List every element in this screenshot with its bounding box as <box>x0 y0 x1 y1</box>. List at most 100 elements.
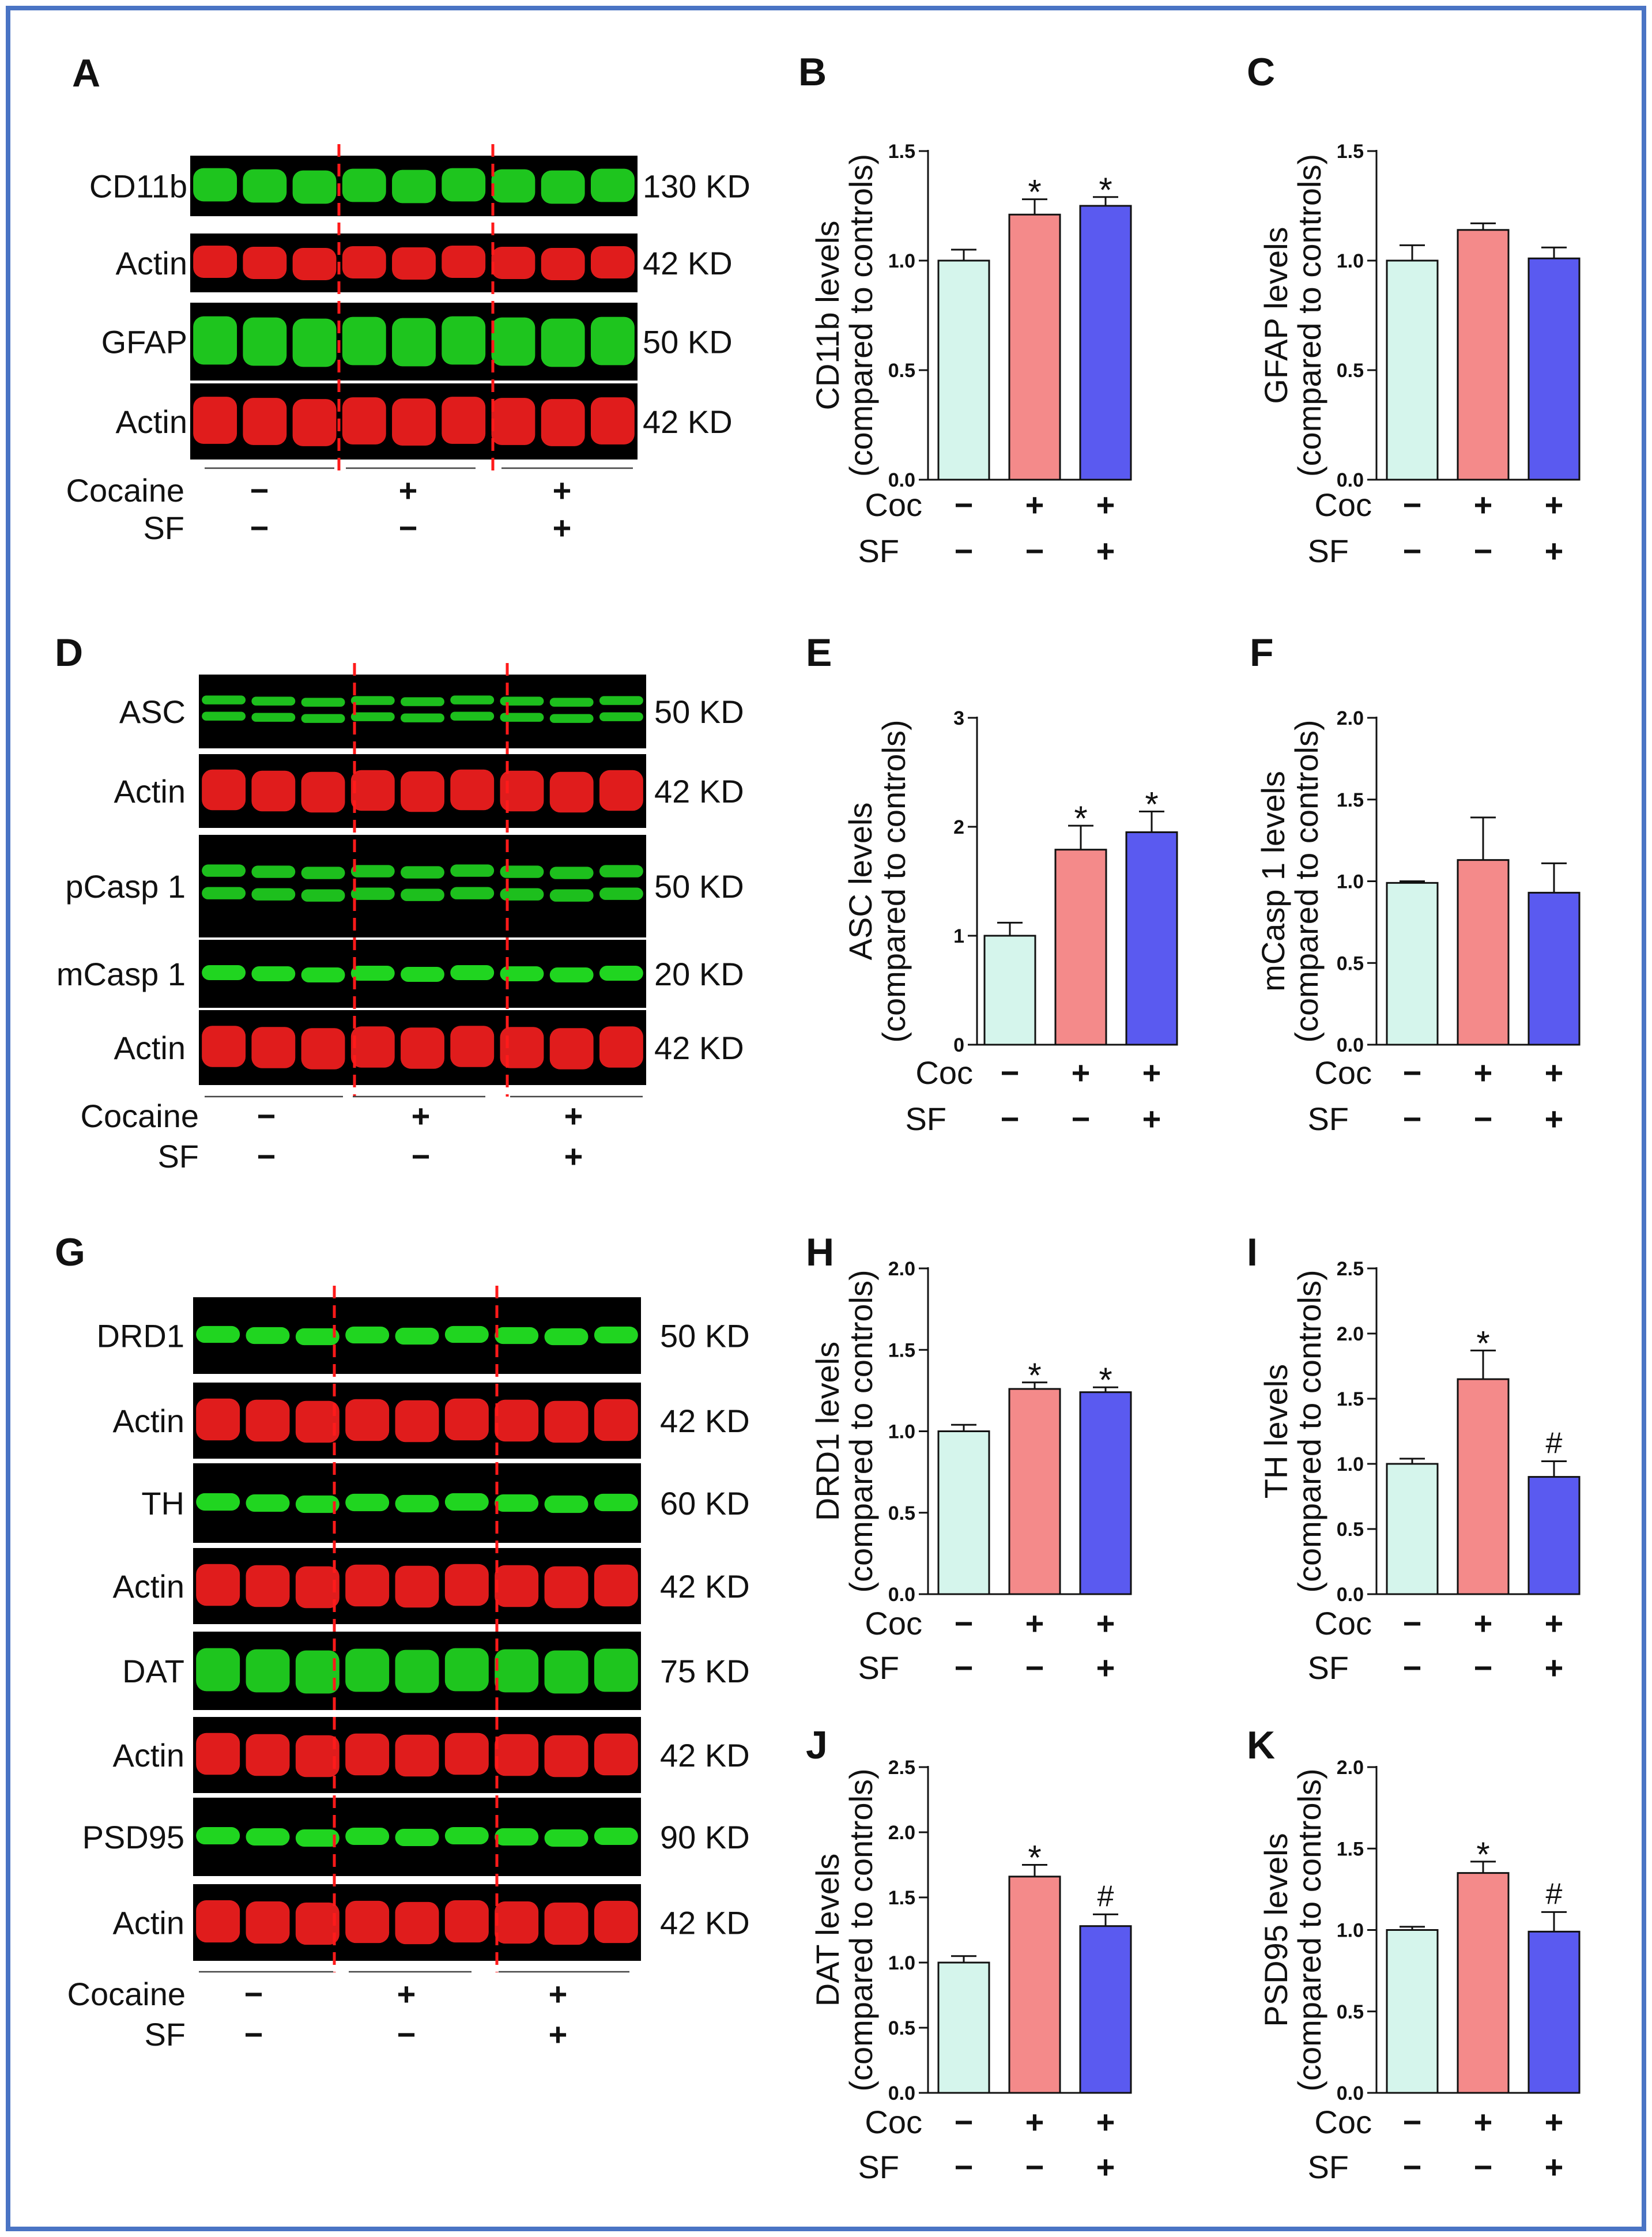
x-row-label-coc: Coc <box>865 487 922 523</box>
blot-band <box>345 1326 390 1344</box>
blot-band <box>196 1733 240 1775</box>
y-tick-label: 1.5 <box>888 1339 915 1361</box>
blot-band <box>590 317 635 366</box>
blot-band <box>345 1493 390 1512</box>
y-tick-label: 0.5 <box>888 2017 915 2039</box>
blot-band <box>392 398 436 446</box>
blot-row-label: ASC <box>119 694 186 730</box>
blot-band <box>594 1326 638 1344</box>
significance-mark: * <box>1028 173 1041 212</box>
blot-band <box>251 696 296 706</box>
blot-band <box>345 1648 390 1692</box>
blot-band <box>549 771 594 813</box>
blot-row-label: Actin <box>114 773 186 809</box>
y-tick-label: 0.0 <box>888 1584 915 1606</box>
blot-band <box>202 695 246 705</box>
blot-band <box>392 318 436 367</box>
bar-cocaine <box>1457 1872 1510 2094</box>
bar-cocaine <box>1008 1388 1061 1595</box>
chart-panel-I: I 0.0 0.5 1.0 1.5 2.0 2.5 TH levels(compared to… <box>1247 1230 1581 1686</box>
blot-row-actin: Actin 42 KD <box>114 754 744 828</box>
x-row-label-coc: Coc <box>865 2104 922 2140</box>
blot-row-label: Actin <box>114 1030 186 1066</box>
blot-band <box>495 1649 539 1693</box>
blot-band <box>350 1026 395 1068</box>
blot-band <box>392 247 436 280</box>
treatment-sign: − <box>250 510 269 546</box>
blot-band <box>295 1650 340 1694</box>
blot-row-kd: 42 KD <box>660 1905 750 1941</box>
blot-row-label: Actin <box>113 1403 185 1439</box>
y-tick-label: 1.5 <box>888 141 915 163</box>
blot-band <box>196 1325 240 1343</box>
blot-band <box>444 1733 489 1775</box>
x-sign: − <box>1403 2104 1422 2140</box>
blot-band <box>246 1399 290 1442</box>
y-tick-label: 0.0 <box>1337 1584 1364 1606</box>
blot-row-gfap: GFAP 50 KD <box>101 303 733 381</box>
x-sign: + <box>1545 1101 1564 1137</box>
blot-row-label: Actin <box>113 1568 185 1605</box>
y-tick-label: 0.0 <box>888 2082 915 2104</box>
blot-band <box>350 887 395 900</box>
x-sign: − <box>1403 1101 1422 1137</box>
blot-band <box>549 867 594 879</box>
blot-band <box>395 1734 439 1777</box>
significance-mark: * <box>1028 1839 1041 1877</box>
blot-band <box>401 866 444 879</box>
treatment-sign: + <box>553 510 572 546</box>
x-sign: + <box>1545 1649 1564 1686</box>
x-row-label-sf: SF <box>1307 1649 1349 1686</box>
y-axis-label: (compared to controls) <box>876 720 912 1042</box>
y-tick-label: 1.0 <box>888 250 915 272</box>
blot-band <box>243 317 287 366</box>
treatment-sign: + <box>397 1976 416 2012</box>
blot-row-kd: 42 KD <box>660 1403 750 1439</box>
y-tick-label: 2.0 <box>1337 1323 1364 1345</box>
blot-row-label: Actin <box>116 245 188 281</box>
blot-band <box>345 1828 390 1845</box>
blot-band <box>401 713 444 722</box>
blot-band <box>442 245 486 278</box>
panel-letter: J <box>806 1723 828 1767</box>
blot-band <box>395 1494 439 1513</box>
blot-band <box>246 1565 290 1607</box>
y-tick-label: 0.0 <box>1337 1034 1364 1056</box>
significance-mark: * <box>1099 171 1112 209</box>
treatment-sign: + <box>549 1976 568 2012</box>
y-tick-label: 3 <box>953 707 964 729</box>
blot-band <box>495 1565 539 1607</box>
blot-band <box>599 712 643 721</box>
blot-band <box>599 770 643 811</box>
bar-control <box>1386 259 1439 481</box>
blot-band <box>202 864 246 877</box>
blot-band <box>243 246 287 280</box>
panel-letter: K <box>1247 1723 1275 1767</box>
significance-mark: * <box>1099 1361 1112 1399</box>
blot-row-kd: 42 KD <box>654 773 744 809</box>
blot-band <box>444 1648 489 1692</box>
blot-band <box>491 169 535 203</box>
treatment-sign: − <box>250 472 269 509</box>
blot-band <box>500 1027 544 1068</box>
y-tick-label: 0.5 <box>1337 1519 1364 1541</box>
bar-cocaine <box>1054 849 1107 1046</box>
treatment-sign: − <box>399 510 418 546</box>
x-sign: − <box>1403 1055 1422 1091</box>
x-row-label-sf: SF <box>858 1649 899 1686</box>
blot-band <box>549 889 594 902</box>
x-row-label-sf: SF <box>905 1101 946 1137</box>
significance-mark: # <box>1546 1877 1563 1911</box>
x-sign: + <box>1096 2149 1115 2185</box>
y-tick-label: 1.0 <box>1337 1920 1364 1942</box>
x-sign: − <box>1025 533 1044 569</box>
panel-letter: C <box>1247 50 1275 94</box>
blot-band <box>544 1400 589 1443</box>
blot-band <box>544 1902 589 1945</box>
blot-row-kd: 50 KD <box>660 1318 750 1354</box>
blot-band <box>444 1325 489 1343</box>
blot-band <box>500 966 544 981</box>
blot-row-kd: 50 KD <box>654 694 744 730</box>
y-tick-label: 2.0 <box>1337 1757 1364 1779</box>
blot-band <box>444 1900 489 1943</box>
